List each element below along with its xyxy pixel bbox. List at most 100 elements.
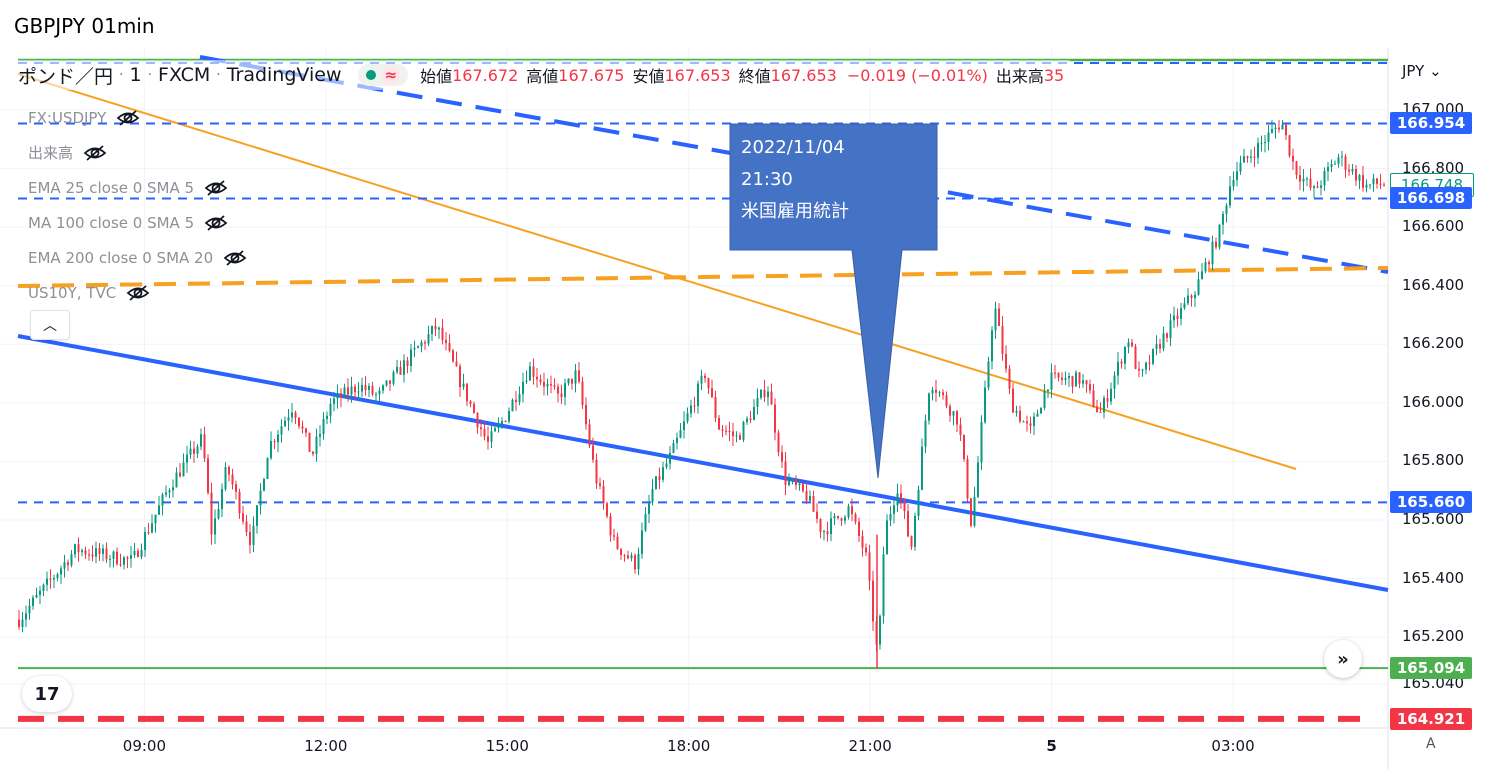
candle-body <box>553 385 556 387</box>
candle-body <box>574 370 577 384</box>
candle-body <box>434 326 437 330</box>
candle-body <box>546 383 549 387</box>
candle-body <box>329 403 332 416</box>
scroll-to-realtime-button[interactable]: » <box>1324 640 1362 678</box>
candle-body <box>1211 241 1214 265</box>
candle-body <box>1134 346 1137 369</box>
candle-body <box>126 557 129 559</box>
candle-body <box>641 530 643 554</box>
chart-grid <box>0 48 1388 728</box>
candle-body <box>669 452 671 464</box>
candle-body <box>651 488 654 503</box>
auto-scale-button[interactable]: A <box>1426 736 1436 752</box>
candle-body <box>270 441 272 459</box>
candle-body <box>228 466 230 475</box>
candle-body <box>1015 410 1018 413</box>
candle-body <box>1064 378 1067 380</box>
eye-hidden-icon[interactable] <box>204 179 228 197</box>
candle-body <box>658 476 661 480</box>
eye-hidden-icon[interactable] <box>204 214 228 232</box>
candle-body <box>399 367 402 375</box>
candle-body <box>81 550 83 553</box>
candle-body <box>378 390 381 395</box>
candle-body <box>1026 421 1028 424</box>
candle-body <box>735 435 738 437</box>
symbol-legend: ポンド／円 · 1 · FXCM · TradingView ≈ 始値 167.6… <box>18 60 1071 90</box>
candle-body <box>357 391 360 393</box>
candle-body <box>763 389 766 398</box>
candle-body <box>182 462 185 477</box>
symbol-name[interactable]: ポンド／円 <box>18 65 114 88</box>
candle-body <box>161 494 164 506</box>
window-title: GBPJPY 01min <box>14 14 155 38</box>
candle-body <box>1099 411 1102 413</box>
candle-body <box>175 472 178 488</box>
candle-body <box>333 398 335 404</box>
indicator-ema25[interactable]: EMA 25 close 0 SMA 5 <box>28 170 247 205</box>
candle-body <box>578 370 580 382</box>
candle-body <box>1327 167 1329 172</box>
currency-selector[interactable]: JPY ⌄ <box>1402 62 1442 80</box>
tradingview-logo[interactable]: 17 <box>22 676 72 712</box>
candle-body <box>868 552 871 581</box>
double-chevron-right-icon: » <box>1337 648 1349 670</box>
candle-body <box>347 387 349 395</box>
broker-label: FXCM <box>158 64 211 86</box>
indicator-ma100[interactable]: MA 100 close 0 SMA 5 <box>28 205 247 240</box>
candle-body <box>1250 156 1252 158</box>
candle-body <box>1068 376 1070 379</box>
candle-body <box>1022 421 1025 423</box>
price-tag: 166.954 <box>1390 112 1472 135</box>
candle-body <box>1120 361 1123 364</box>
candle-body <box>84 550 87 555</box>
collapse-indicators-button[interactable]: ︿ <box>30 310 70 340</box>
candle-body <box>1141 369 1144 371</box>
candle-body <box>522 381 524 395</box>
candle-body <box>847 506 850 518</box>
eye-hidden-icon[interactable] <box>116 109 140 127</box>
candle-body <box>882 554 885 616</box>
candle-body <box>991 330 993 362</box>
candle-body <box>445 340 447 343</box>
candle-body <box>375 394 377 396</box>
candle-body <box>1376 178 1378 184</box>
candle-body <box>18 619 20 627</box>
candle-body <box>427 334 430 344</box>
indicator-usdjpy[interactable]: FX:USDJPY <box>28 100 247 135</box>
candle-body <box>361 385 363 392</box>
eye-hidden-icon[interactable] <box>126 284 150 302</box>
eye-hidden-icon[interactable] <box>83 144 107 162</box>
candle-body <box>385 380 388 386</box>
candle-body <box>252 525 255 546</box>
candle-body <box>1162 333 1165 349</box>
interval-label[interactable]: 1 <box>129 64 142 86</box>
indicator-us10y[interactable]: US10Y, TVC <box>28 275 247 310</box>
candle-body <box>606 503 608 517</box>
candle-body <box>490 431 493 442</box>
candle-body <box>315 436 318 454</box>
indicator-volume[interactable]: 出来高 <box>28 135 247 170</box>
legend-separator: · <box>216 67 221 83</box>
candle-body <box>1232 179 1235 187</box>
indicator-ema200[interactable]: EMA 200 close 0 SMA 20 <box>28 240 247 275</box>
candle-body <box>623 555 626 557</box>
eye-hidden-icon[interactable] <box>223 249 247 267</box>
candle-body <box>1292 155 1294 162</box>
candle-body <box>732 431 734 436</box>
candle-body <box>431 326 433 335</box>
candle-body <box>665 463 668 468</box>
candle-body <box>966 459 969 499</box>
candle-body <box>550 383 552 386</box>
candle-body <box>1089 384 1091 391</box>
candle-body <box>571 378 573 384</box>
candle-body <box>840 518 843 521</box>
candle-body <box>1145 362 1147 370</box>
candle-body <box>483 429 486 437</box>
time-tick-label: 12:00 <box>304 737 348 755</box>
price-tick-label: 166.400 <box>1402 275 1465 294</box>
candle-body <box>1267 132 1270 143</box>
candle-body <box>308 432 311 452</box>
candle-body <box>210 492 213 535</box>
market-status[interactable]: ≈ <box>357 64 409 86</box>
